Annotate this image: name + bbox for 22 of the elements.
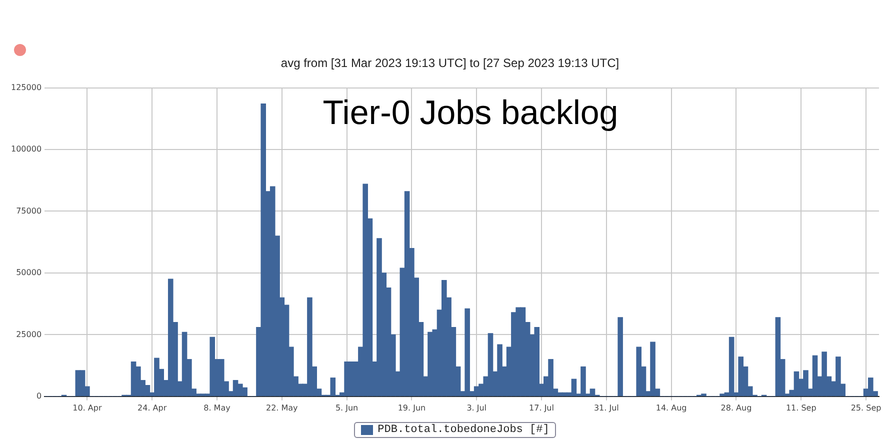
x-tick-label: 5. Jun — [335, 403, 358, 412]
y-tick-label: 0 — [36, 391, 42, 400]
y-tick-label: 75000 — [16, 206, 42, 216]
x-tick-label: 10. Apr — [72, 403, 102, 412]
x-tick-label: 17. Jul — [529, 403, 554, 412]
x-tick-label: 11. Sep — [786, 403, 816, 412]
x-tick-label: 8. May — [204, 403, 231, 412]
y-tick-label: 100000 — [10, 144, 42, 154]
chart-subtitle: avg from [31 Mar 2023 19:13 UTC] to [27 Sep 2023 19:13 UTC] — [280, 56, 620, 70]
legend-label: PDB.total.tobedoneJobs [#] — [378, 424, 550, 436]
x-tick-label: 28. Aug — [720, 403, 752, 412]
x-tick-label: 22. May — [266, 403, 298, 412]
chart-title: Tier-0 Jobs backlog — [322, 94, 620, 133]
x-tick-label: 14. Aug — [656, 403, 687, 412]
y-tick-label: 25000 — [16, 330, 42, 339]
y-tick-label: 125000 — [10, 82, 42, 92]
x-tick-label: 3. Jul — [466, 403, 487, 412]
x-tick-label: 25. Sep — [850, 403, 882, 412]
x-tick-label: 31. Jul — [594, 403, 619, 412]
x-tick-label: 24. Apr — [138, 403, 168, 412]
x-tick-label: 19. Jun — [398, 403, 426, 412]
y-tick-label: 50000 — [16, 268, 42, 278]
